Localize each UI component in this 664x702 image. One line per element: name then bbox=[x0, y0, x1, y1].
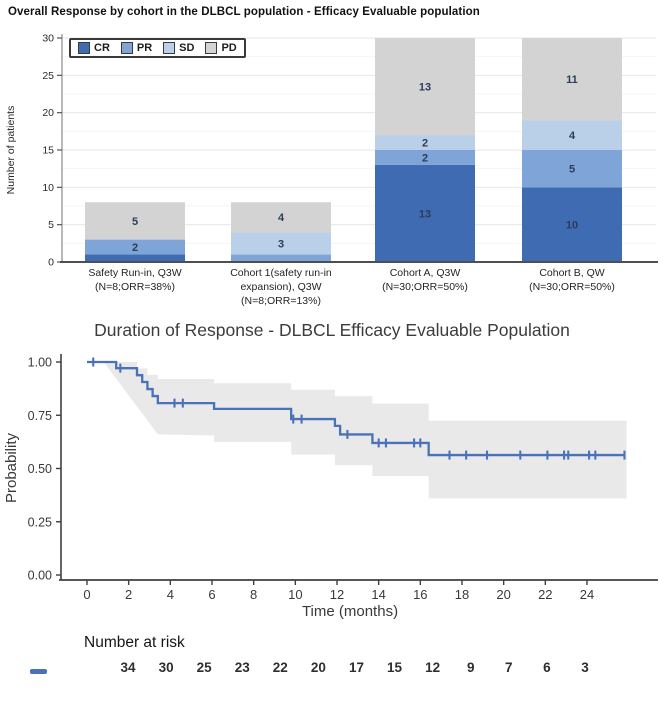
bar-segment-cr bbox=[522, 187, 622, 262]
bar-category-label: Cohort B, QW (N=30;ORR=50%) bbox=[529, 267, 615, 293]
x-tick-label: 20 bbox=[496, 587, 510, 602]
km-chart: 0.000.250.500.751.000 2 4 6 8 10 12 14 16 18 20 22 2… bbox=[3, 354, 658, 620]
bar-segment-label: 2 bbox=[132, 242, 138, 254]
number-at-risk-heading: Number at risk bbox=[84, 634, 185, 651]
bar-segment-label: 5 bbox=[569, 164, 575, 176]
legend-item-cr: CR bbox=[78, 42, 110, 54]
bar-y-axis-title: Number of patients bbox=[5, 106, 17, 195]
legend-item-sd: SD bbox=[163, 42, 194, 54]
legend-item-pd: PD bbox=[205, 42, 237, 54]
legend-label: SD bbox=[179, 42, 195, 54]
bar-chart-legend: CR PR SD PD bbox=[69, 38, 246, 58]
bar-segment-pd bbox=[85, 202, 185, 240]
bar-category-label: Safety Run-in, Q3W (N=8;ORR=38%) bbox=[88, 267, 182, 293]
x-tick-label: 10 bbox=[288, 587, 302, 602]
bar-segment-pr bbox=[375, 150, 475, 165]
bar-segment-pd bbox=[375, 38, 475, 136]
legend-swatch-icon bbox=[205, 42, 218, 54]
legend-item-pr: PR bbox=[120, 42, 153, 54]
risk-count: 17 bbox=[348, 660, 364, 675]
bar-segment-label: 10 bbox=[566, 220, 578, 232]
y-tick-label: 0.25 bbox=[28, 515, 52, 529]
risk-count: 20 bbox=[310, 660, 326, 675]
legend-swatch-icon bbox=[163, 42, 176, 54]
y-tick-label: 30 bbox=[42, 33, 54, 45]
bar-segment-sd bbox=[522, 120, 622, 150]
y-tick-label: 10 bbox=[42, 182, 54, 194]
bar-category-label: Cohort A, Q3W (N=30;ORR=50%) bbox=[382, 267, 468, 293]
bar-segment-label: 4 bbox=[569, 130, 576, 142]
legend-label: PR bbox=[136, 42, 153, 54]
km-chart-title: Duration of Response - DLBCL Efficacy Ev… bbox=[94, 320, 570, 340]
y-tick-label: 0.75 bbox=[28, 409, 52, 423]
risk-count: 23 bbox=[234, 660, 250, 675]
y-tick-label: 20 bbox=[42, 107, 54, 119]
bar-category-label: Cohort 1(safety run-in expansion), Q3W (… bbox=[230, 267, 332, 307]
y-tick-label: 5 bbox=[48, 219, 54, 231]
legend-swatch-icon bbox=[120, 42, 133, 54]
risk-count: 30 bbox=[158, 660, 174, 675]
y-tick-label: 25 bbox=[42, 70, 54, 82]
y-tick-label: 0.00 bbox=[28, 569, 52, 583]
bar-segment-cr bbox=[375, 164, 475, 262]
risk-count: 34 bbox=[120, 660, 136, 675]
bar-segment-label: 13 bbox=[419, 82, 431, 94]
confidence-band bbox=[103, 362, 627, 499]
x-tick-label: 0 bbox=[83, 587, 90, 602]
bar-segment-sd bbox=[231, 232, 331, 255]
x-tick-label: 18 bbox=[455, 587, 469, 602]
x-tick-label: 6 bbox=[208, 587, 215, 602]
x-tick-label: 8 bbox=[250, 587, 257, 602]
x-tick-label: 2 bbox=[125, 587, 132, 602]
bar-segment-pd bbox=[231, 202, 331, 233]
y-tick-label: 1.00 bbox=[28, 356, 52, 370]
bar-segment-label: 11 bbox=[566, 74, 578, 86]
bar-chart-title: Overall Response by cohort in the DLBCL … bbox=[8, 6, 480, 18]
bar-segment-pr bbox=[522, 150, 622, 188]
y-tick-label: 15 bbox=[42, 145, 54, 157]
legend-swatch-icon bbox=[78, 42, 90, 54]
risk-group-dash-icon bbox=[30, 669, 47, 674]
risk-count: 3 bbox=[581, 660, 589, 675]
km-y-axis-title: Probability bbox=[3, 432, 20, 503]
bar-segment-cr bbox=[85, 254, 185, 262]
x-tick-label: 24 bbox=[580, 587, 594, 602]
risk-count: 25 bbox=[196, 660, 212, 675]
x-tick-label: 14 bbox=[371, 587, 385, 602]
risk-count: 12 bbox=[425, 660, 441, 675]
legend-label: PD bbox=[221, 42, 237, 54]
km-x-axis-title: Time (months) bbox=[302, 603, 398, 620]
bar-segment-label: 5 bbox=[132, 216, 138, 228]
bar-segment-label: 13 bbox=[419, 208, 431, 220]
risk-count: 9 bbox=[466, 660, 475, 675]
y-tick-label: 0 bbox=[48, 257, 54, 269]
x-tick-label: 22 bbox=[538, 587, 552, 602]
risk-count: 22 bbox=[272, 660, 288, 675]
risk-count: 15 bbox=[387, 660, 403, 675]
risk-count: 6 bbox=[543, 660, 551, 675]
x-tick-label: 12 bbox=[330, 587, 344, 602]
bar-segment-pd bbox=[522, 38, 622, 121]
bar-segment-label: 2 bbox=[422, 152, 428, 164]
km-step-line bbox=[87, 360, 625, 457]
x-tick-label: 16 bbox=[413, 587, 427, 602]
bar-segment-pr bbox=[85, 239, 185, 255]
bar-segment-label: 2 bbox=[422, 138, 428, 150]
risk-count: 7 bbox=[505, 660, 513, 675]
legend-label: CR bbox=[94, 42, 110, 54]
bar-segment-pr bbox=[231, 254, 331, 262]
y-tick-label: 0.50 bbox=[28, 462, 52, 476]
bar-segment-label: 3 bbox=[278, 238, 284, 250]
bar-segment-label: 4 bbox=[278, 212, 285, 224]
x-tick-label: 4 bbox=[167, 587, 174, 602]
bar-segment-sd bbox=[375, 135, 475, 150]
